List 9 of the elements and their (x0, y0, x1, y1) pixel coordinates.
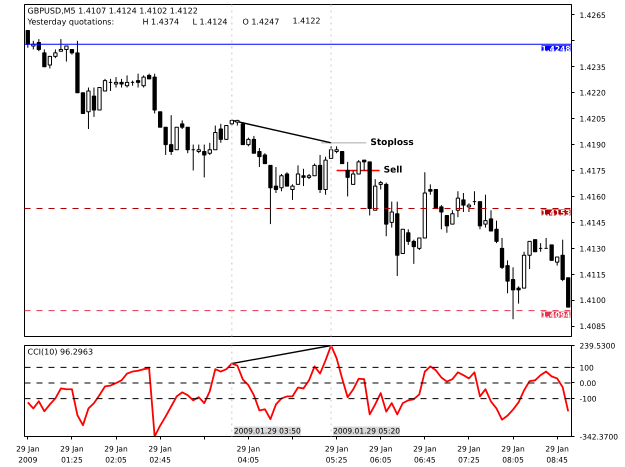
series-label: Sell (384, 166, 402, 176)
annotation: Yesterday quotations: (26, 18, 114, 26)
annotation: H 1.4374 (142, 18, 180, 26)
chart-title: GBPUSD,M5 1.4107 1.4124 1.4102 1.4122 (28, 6, 198, 16)
series-label: Stoploss (370, 138, 414, 148)
annotation: 1.4122 (292, 16, 320, 26)
annotation: O 1.4247 (242, 18, 280, 26)
chart-title: CCI(10) 96.2963 (28, 348, 94, 356)
annotation: L 1.4124 (192, 18, 228, 26)
